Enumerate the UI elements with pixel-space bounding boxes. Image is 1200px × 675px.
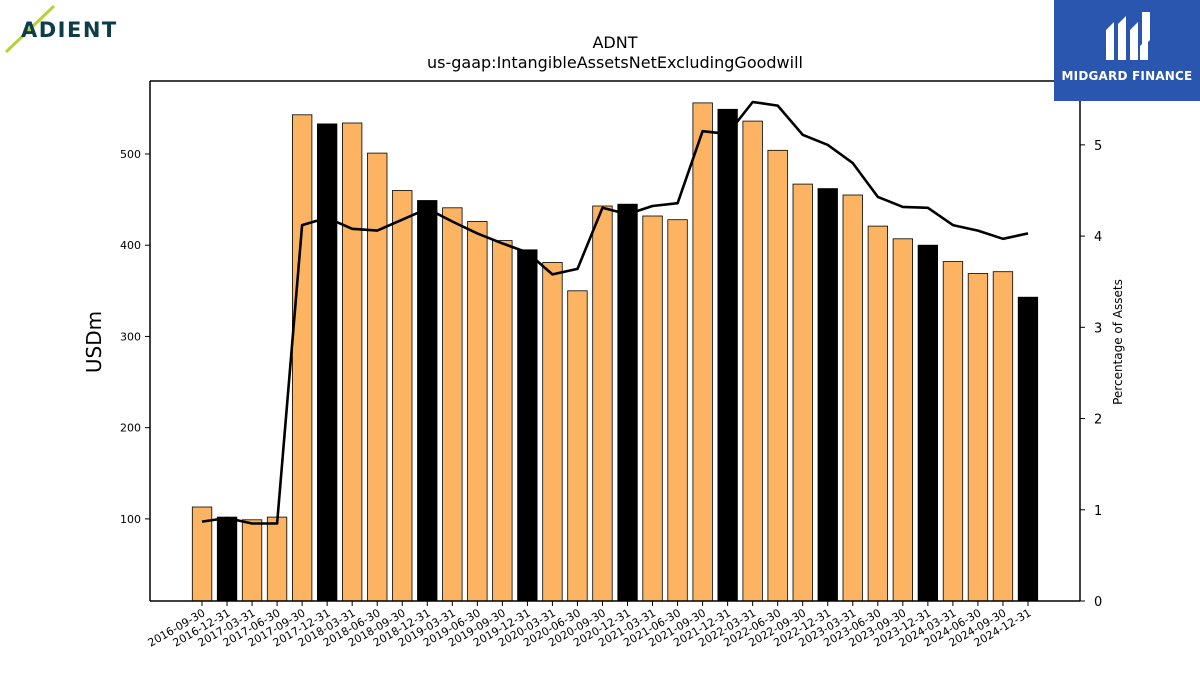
y-tick-label: 300 xyxy=(120,330,141,343)
adient-logo-mark: ADIENT xyxy=(4,4,118,54)
bar-2020-06-30 xyxy=(567,290,588,602)
bar-2023-06-30 xyxy=(867,225,888,602)
bar-2022-03-31 xyxy=(742,120,763,602)
bar-2019-09-30 xyxy=(492,240,513,602)
bar-2019-03-31 xyxy=(442,207,463,602)
bar-2018-06-30 xyxy=(367,152,388,602)
bar-2018-12-31 xyxy=(417,200,438,602)
bar-2024-09-30 xyxy=(992,271,1014,602)
y-tick-label: 200 xyxy=(120,422,141,435)
bar-2023-12-31 xyxy=(917,244,938,602)
bar-2019-06-30 xyxy=(467,221,488,602)
bar-2018-09-30 xyxy=(392,190,413,602)
y-axis-label: USDm xyxy=(82,311,106,373)
midgard-finance-logo: MIDGARD FINANCE xyxy=(1054,0,1200,101)
y2-tick-label: 2 xyxy=(1094,413,1102,428)
bar-2021-03-31 xyxy=(642,215,663,602)
bar-2022-12-31 xyxy=(817,188,838,602)
adient-logo: ADIENT xyxy=(4,4,144,56)
bar-2021-12-31 xyxy=(717,108,738,602)
percentage-of-assets-line xyxy=(201,100,1029,525)
y2-axis-label: Percentage of Assets xyxy=(1111,279,1125,405)
bar-2019-12-31 xyxy=(517,249,538,602)
y-tick-label: 500 xyxy=(120,148,141,161)
bar-2022-09-30 xyxy=(792,183,813,602)
bar-2020-03-31 xyxy=(542,262,563,602)
midgard-logo-text: MIDGARD FINANCE xyxy=(1061,69,1193,83)
y-tick-label: 100 xyxy=(120,513,141,526)
bar-2017-03-31 xyxy=(241,519,263,602)
bar-2020-12-31 xyxy=(617,203,638,602)
line-group xyxy=(201,100,1029,525)
bar-2024-12-31 xyxy=(1017,296,1039,602)
bar-2021-06-30 xyxy=(667,219,688,602)
bars-group xyxy=(191,102,1039,602)
bar-2017-12-31 xyxy=(316,123,338,602)
y2-tick-label: 4 xyxy=(1094,230,1102,245)
chart-title: ADNT xyxy=(592,33,638,52)
y2-tick-label: 3 xyxy=(1094,321,1102,336)
bar-2022-06-30 xyxy=(767,149,788,602)
adient-logo-text: ADIENT xyxy=(21,18,118,42)
y2-tick-label: 5 xyxy=(1094,139,1102,154)
chart-subtitle: us-gaap:IntangibleAssetsNetExcludingGood… xyxy=(427,53,803,72)
midgard-logo-mark xyxy=(1106,12,1150,60)
bar-2024-03-31 xyxy=(942,261,964,602)
y2-tick-label: 0 xyxy=(1094,595,1102,610)
bar-2021-09-30 xyxy=(692,102,713,602)
bar-2017-06-30 xyxy=(266,516,288,602)
y-tick-label: 400 xyxy=(120,239,141,252)
bar-2023-09-30 xyxy=(892,238,913,602)
bar-2024-06-30 xyxy=(967,273,989,602)
y2-tick-label: 1 xyxy=(1094,504,1102,519)
bar-2016-12-31 xyxy=(216,516,238,602)
bar-2020-09-30 xyxy=(592,205,613,602)
bar-2023-03-31 xyxy=(842,194,863,602)
bar-2017-09-30 xyxy=(291,114,313,602)
bar-2018-03-31 xyxy=(341,122,363,602)
